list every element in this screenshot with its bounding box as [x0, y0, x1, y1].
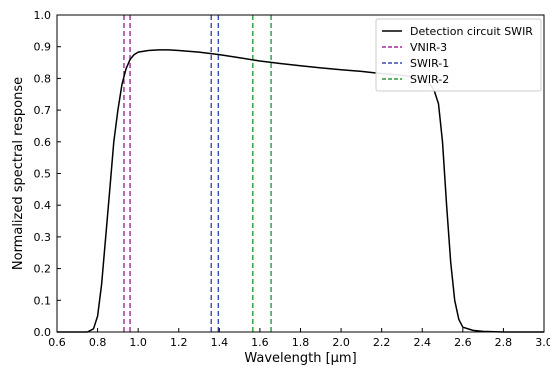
y-tick-label: 0.2	[34, 263, 52, 276]
y-tick-label: 0.7	[34, 104, 52, 117]
x-tick-label: 1.6	[251, 336, 269, 349]
x-tick-label: 0.6	[48, 336, 66, 349]
chart-marks	[57, 15, 544, 333]
x-tick-label: 2.4	[414, 336, 432, 349]
x-tick-label: 3.0	[535, 336, 550, 349]
y-tick-label: 0.4	[34, 199, 52, 212]
y-tick-label: 0.0	[34, 326, 52, 339]
x-tick-label: 0.8	[89, 336, 107, 349]
y-tick-label: 0.1	[34, 294, 52, 307]
x-axis-label: Wavelength [µm]	[244, 351, 356, 366]
y-tick-label: 0.3	[34, 231, 52, 244]
x-tick-label: 2.8	[495, 336, 513, 349]
chart-legend: Detection circuit SWIR VNIR-3 SWIR-1 SWIR-2	[375, 18, 542, 92]
y-axis-label: Normalized spectral response	[11, 77, 26, 270]
x-tick-label: 2.2	[373, 336, 391, 349]
y-tick-label: 0.8	[34, 72, 52, 85]
x-tick-label: 1.2	[170, 336, 188, 349]
y-tick-label: 0.6	[34, 136, 52, 149]
y-tick-label: 1.0	[34, 9, 52, 22]
legend-label-swir-2: SWIR-2	[410, 73, 449, 86]
legend-label-detection-circuit-swir: Detection circuit SWIR	[410, 25, 533, 38]
x-tick-label: 1.0	[129, 336, 147, 349]
legend-label-vnir-3: VNIR-3	[410, 41, 447, 54]
detection-circuit-swir-line	[57, 49, 544, 333]
chart-axes: 0.6 0.8 1.0 1.2 1.4 1.6 1.8 2.0 2.2 2.4 2.6 2.8 3.0 0…	[34, 9, 550, 349]
legend-label-swir-1: SWIR-1	[410, 57, 449, 70]
x-tick-label: 2.6	[454, 336, 472, 349]
x-tick-label: 2.0	[332, 336, 350, 349]
x-tick-label: 1.4	[211, 336, 229, 349]
legend-box	[375, 18, 542, 92]
y-tick-label: 0.9	[34, 41, 52, 54]
x-tick-label: 1.8	[292, 336, 310, 349]
y-tick-label: 0.5	[34, 168, 52, 181]
